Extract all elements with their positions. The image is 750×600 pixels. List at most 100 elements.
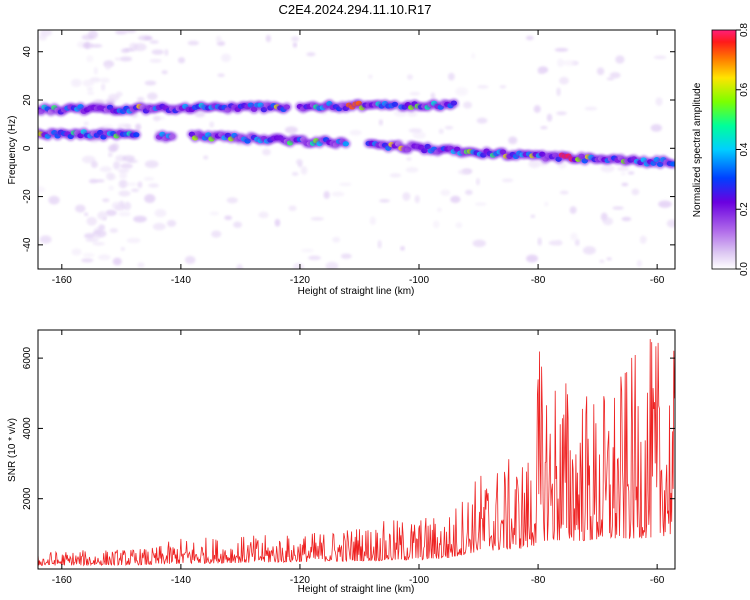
heatmap-cell xyxy=(211,230,222,238)
colorbar-tick-label: 0.2 xyxy=(739,202,750,216)
heatmap-cell xyxy=(292,262,305,269)
heatmap-cell xyxy=(284,126,298,134)
heatmap-cell xyxy=(406,157,412,161)
heatmap-cell xyxy=(84,212,89,216)
heatmap-cell xyxy=(476,117,488,124)
heatmap-cell xyxy=(377,240,382,249)
heatmap-cell xyxy=(412,131,426,139)
snr-x-label: Height of straight line (km) xyxy=(298,584,415,595)
heatmap-cell xyxy=(650,124,663,132)
heatmap-cell xyxy=(406,74,413,80)
heatmap-cell xyxy=(216,35,222,43)
heatmap-cell xyxy=(224,215,233,220)
heatmap-cell xyxy=(133,43,147,52)
heatmap-cell xyxy=(105,209,117,216)
heatmap-cell xyxy=(559,190,569,195)
y-tick-label: -20 xyxy=(22,189,33,204)
heatmap-cell xyxy=(90,160,98,169)
heatmap-cell xyxy=(84,41,90,49)
heatmap-cell xyxy=(118,179,128,189)
heatmap-cell xyxy=(540,126,548,130)
heatmap-cell xyxy=(184,255,196,265)
heatmap-cell xyxy=(187,40,200,46)
heatmap-cell xyxy=(472,239,486,248)
heatmap-cell xyxy=(123,201,132,211)
heatmap-cell xyxy=(569,206,577,214)
heatmap-cell xyxy=(143,36,153,41)
x-tick-label: -60 xyxy=(650,275,665,286)
heatmap-cell xyxy=(653,55,667,60)
heatmap-cell xyxy=(144,160,159,168)
y-tick-label: 6000 xyxy=(22,347,33,370)
heatmap-cell xyxy=(438,128,444,135)
heatmap-cell xyxy=(125,30,137,34)
heatmap-cell xyxy=(236,263,243,269)
heatmap-cell xyxy=(444,125,454,130)
heatmap-cell xyxy=(340,253,352,259)
colorbar xyxy=(711,29,737,270)
heatmap-cell xyxy=(436,207,442,213)
heatmap-cell xyxy=(144,194,156,204)
heatmap-cell xyxy=(133,215,147,223)
spectrogram-frame xyxy=(37,29,676,270)
heatmap-cell xyxy=(98,254,111,261)
heatmap-cell xyxy=(92,233,100,243)
heatmap-cell xyxy=(621,182,629,187)
spectrogram-x-label: Height of straight line (km) xyxy=(298,286,415,297)
heatmap-cell xyxy=(369,216,376,225)
heatmap-cell xyxy=(620,171,626,176)
heatmap-cell xyxy=(149,40,159,44)
heatmap-cell xyxy=(115,30,128,35)
heatmap-cell xyxy=(300,248,314,253)
y-tick-label: 4000 xyxy=(22,417,33,440)
y-tick-label: -40 xyxy=(22,237,33,252)
heatmap-cell xyxy=(612,206,624,210)
heatmap-cell xyxy=(570,232,578,241)
heatmap-cell xyxy=(342,141,349,147)
heatmap-cell xyxy=(537,237,542,246)
heatmap-cell xyxy=(105,63,111,70)
x-tick-label: -60 xyxy=(650,575,665,586)
heatmap-cell xyxy=(475,177,480,186)
heatmap-cell xyxy=(325,261,339,269)
colorbar-label: Normalized spectral amplitude xyxy=(692,82,703,217)
x-tick-label: -100 xyxy=(409,275,429,286)
heatmap-cell xyxy=(525,35,534,41)
heatmap-cell xyxy=(300,166,308,175)
heatmap-cell xyxy=(265,34,272,43)
heatmap-cell xyxy=(114,57,120,61)
heatmap-cell xyxy=(71,248,82,256)
heatmap-cell xyxy=(105,98,116,105)
x-tick-label: -100 xyxy=(409,575,429,586)
heatmap-cell xyxy=(274,218,281,227)
x-tick-label: -120 xyxy=(290,575,310,586)
heatmap-cell xyxy=(262,148,271,156)
heatmap-cell xyxy=(450,195,461,204)
heatmap-cell xyxy=(144,80,157,86)
snr-x-ticks: -160 -140 -120 -100 -80 -60 xyxy=(52,330,665,586)
heatmap-cell xyxy=(88,178,98,184)
heatmap-cell xyxy=(310,217,324,221)
heatmap-cell xyxy=(408,128,423,133)
heatmap-cell xyxy=(119,56,133,62)
heatmap-cell xyxy=(477,85,489,89)
heatmap-cell xyxy=(113,161,121,170)
heatmap-cell xyxy=(217,73,225,78)
heatmap-cell xyxy=(666,219,675,228)
heatmap-cell xyxy=(86,216,97,226)
heatmap-cell xyxy=(471,53,476,59)
heatmap-cell xyxy=(70,78,82,88)
heatmap-cell xyxy=(118,211,131,217)
heatmap-cell xyxy=(440,189,451,196)
colorbar-tick-label: 0.8 xyxy=(739,23,750,37)
heatmap-cell xyxy=(526,254,539,263)
heatmap-cell xyxy=(414,195,420,204)
heatmap-cell xyxy=(87,91,95,95)
heatmap-cell xyxy=(533,105,541,113)
heatmap-cell xyxy=(557,58,565,68)
heatmap-cell xyxy=(528,159,541,169)
heatmap-cell xyxy=(378,119,383,126)
y-tick-label: 2000 xyxy=(22,487,33,510)
heatmap-cell xyxy=(97,211,108,220)
colorbar-ticks: 0.0 0.2 0.4 0.6 0.8 xyxy=(736,23,750,276)
